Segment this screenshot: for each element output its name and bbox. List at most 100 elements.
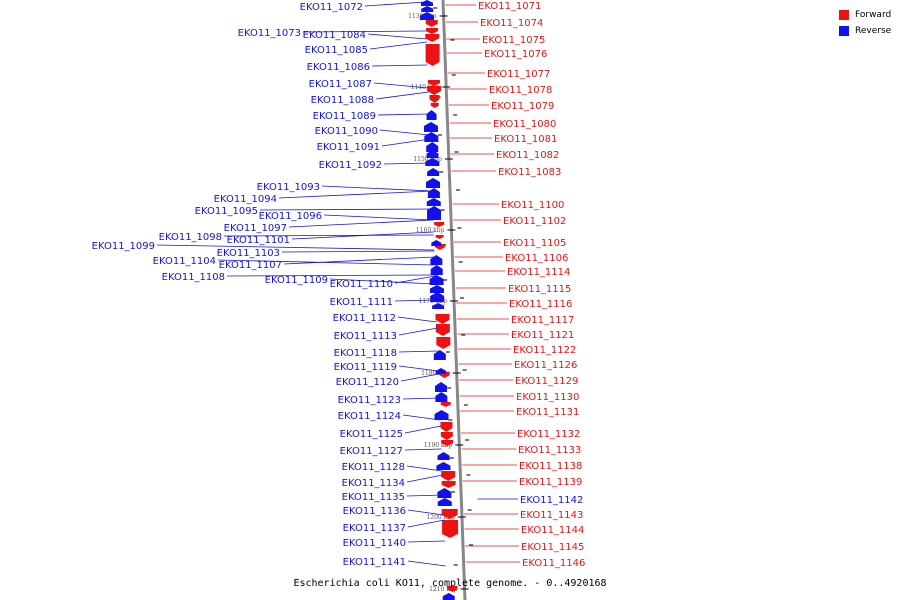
legend-reverse-label: Reverse [855, 26, 892, 36]
reverse-gene-leader-line [402, 414, 441, 421]
forward-gene-label: EKO11_1075 [482, 35, 545, 46]
reverse-gene-leader-line [406, 494, 444, 497]
reverse-gene-leader-line [398, 350, 439, 353]
forward-gene-glyph [436, 337, 451, 349]
reverse-gene-glyph [427, 188, 440, 198]
legend-forward-label: Forward [855, 10, 892, 20]
reverse-gene-glyph [426, 110, 437, 120]
reverse-gene-glyph [432, 303, 445, 309]
reverse-gene-label: EKO11_1094 [214, 194, 277, 205]
reverse-gene-glyph [426, 178, 441, 188]
tick-label: 1150 kbp [413, 156, 442, 163]
forward-gene-glyph [435, 314, 450, 324]
reverse-gene-label: EKO11_1123 [338, 395, 401, 406]
forward-gene-label: EKO11_1115 [508, 284, 571, 295]
reverse-gene-glyph [437, 498, 452, 506]
reverse-gene-leader-line [302, 30, 427, 33]
reverse-gene-label: EKO11_1073 [238, 28, 301, 39]
legend-forward-swatch [839, 10, 849, 20]
reverse-gene-leader-line [288, 219, 434, 228]
reverse-gene-leader-line [281, 250, 435, 253]
reverse-gene-leader-line [398, 365, 439, 372]
reverse-gene-label: EKO11_1088 [311, 95, 374, 106]
forward-gene-label: EKO11_1131 [516, 407, 579, 418]
reverse-gene-leader-line [278, 190, 433, 199]
forward-gene-label: EKO11_1102 [503, 216, 566, 227]
forward-gene-glyph [429, 95, 440, 103]
reverse-gene-label: EKO11_1142 [520, 495, 583, 506]
reverse-gene-leader-line [323, 214, 434, 221]
forward-gene-glyph [427, 86, 442, 95]
reverse-gene-leader-line [394, 299, 437, 302]
forward-gene-glyph [441, 471, 456, 481]
reverse-gene-leader-line [379, 129, 430, 136]
reverse-gene-leader-line [364, 1, 426, 7]
reverse-gene-label: EKO11_1124 [338, 411, 401, 422]
forward-gene-glyph [441, 509, 458, 519]
reverse-gene-leader-line [226, 274, 436, 277]
reverse-gene-leader-line [373, 82, 429, 89]
reverse-gene-label: EKO11_1091 [317, 142, 380, 153]
forward-gene-label: EKO11_1105 [503, 238, 566, 249]
reverse-gene-glyph [434, 410, 449, 420]
reverse-gene-label: EKO11_1093 [257, 182, 320, 193]
tick-label: 1160 kbp [416, 227, 445, 234]
legend-reverse-swatch [839, 26, 849, 36]
forward-gene-glyph [434, 222, 445, 227]
forward-gene-glyph [440, 432, 453, 440]
forward-gene-label: EKO11_1082 [496, 150, 559, 161]
forward-gene-label: EKO11_1132 [517, 429, 580, 440]
reverse-gene-label: EKO11_1141 [343, 557, 406, 568]
reverse-gene-label: EKO11_1125 [340, 429, 403, 440]
reverse-gene-label: EKO11_1140 [343, 538, 406, 549]
reverse-gene-glyph [435, 368, 446, 374]
reverse-gene-glyph [429, 285, 444, 293]
forward-gene-label: EKO11_1083 [498, 167, 561, 178]
forward-gene-glyph [440, 422, 453, 432]
reverse-gene-glyph [442, 593, 455, 600]
forward-gene-glyph [430, 103, 439, 108]
reverse-gene-leader-line [369, 41, 427, 50]
forward-gene-glyph [441, 481, 456, 488]
reverse-gene-label: EKO11_1092 [319, 160, 382, 171]
reverse-gene-leader-line [402, 397, 440, 400]
forward-gene-label: EKO11_1076 [484, 49, 547, 60]
reverse-gene-label: EKO11_1112 [333, 313, 396, 324]
reverse-gene-label: EKO11_1134 [342, 478, 405, 489]
reverse-gene-label: EKO11_1090 [315, 126, 378, 137]
forward-gene-glyph [442, 520, 459, 538]
forward-gene-glyph [440, 402, 451, 407]
reverse-gene-leader-line [367, 33, 427, 40]
reverse-gene-leader-line [383, 162, 432, 165]
reverse-gene-glyph [431, 240, 442, 246]
reverse-gene-label: EKO11_1119 [334, 362, 397, 373]
reverse-gene-label: EKO11_1103 [217, 248, 280, 259]
reverse-gene-label: EKO11_1072 [300, 2, 363, 13]
forward-gene-glyph [435, 324, 450, 336]
forward-gene-label: EKO11_1144 [521, 525, 584, 536]
reverse-gene-label: EKO11_1108 [162, 272, 225, 283]
reverse-gene-label: EKO11_1111 [330, 297, 393, 308]
forward-gene-label: EKO11_1079 [491, 101, 554, 112]
reverse-gene-leader-line [371, 64, 428, 67]
forward-gene-label: EKO11_1129 [515, 376, 578, 387]
tick-label: 1200 kbp [426, 514, 455, 521]
forward-gene-label: EKO11_1143 [520, 510, 583, 521]
forward-gene-label: EKO11_1114 [507, 267, 570, 278]
reverse-gene-glyph [429, 275, 444, 285]
forward-gene-glyph [425, 34, 440, 42]
reverse-gene-leader-line [259, 208, 433, 211]
reverse-gene-glyph [430, 292, 445, 302]
forward-gene-label: EKO11_1117 [511, 315, 574, 326]
reverse-gene-label: EKO11_1089 [313, 111, 376, 122]
forward-gene-label: EKO11_1122 [513, 345, 576, 356]
reverse-gene-leader-line [283, 256, 435, 265]
reverse-gene-label: EKO11_1086 [307, 62, 370, 73]
reverse-gene-leader-line [406, 474, 443, 483]
reverse-gene-glyph [435, 382, 448, 392]
reverse-gene-label: EKO11_1084 [303, 30, 366, 41]
reverse-gene-label: EKO11_1109 [265, 275, 328, 286]
reverse-gene-label: EKO11_1128 [342, 462, 405, 473]
reverse-gene-leader-line [381, 138, 431, 147]
reverse-gene-glyph [421, 6, 434, 12]
